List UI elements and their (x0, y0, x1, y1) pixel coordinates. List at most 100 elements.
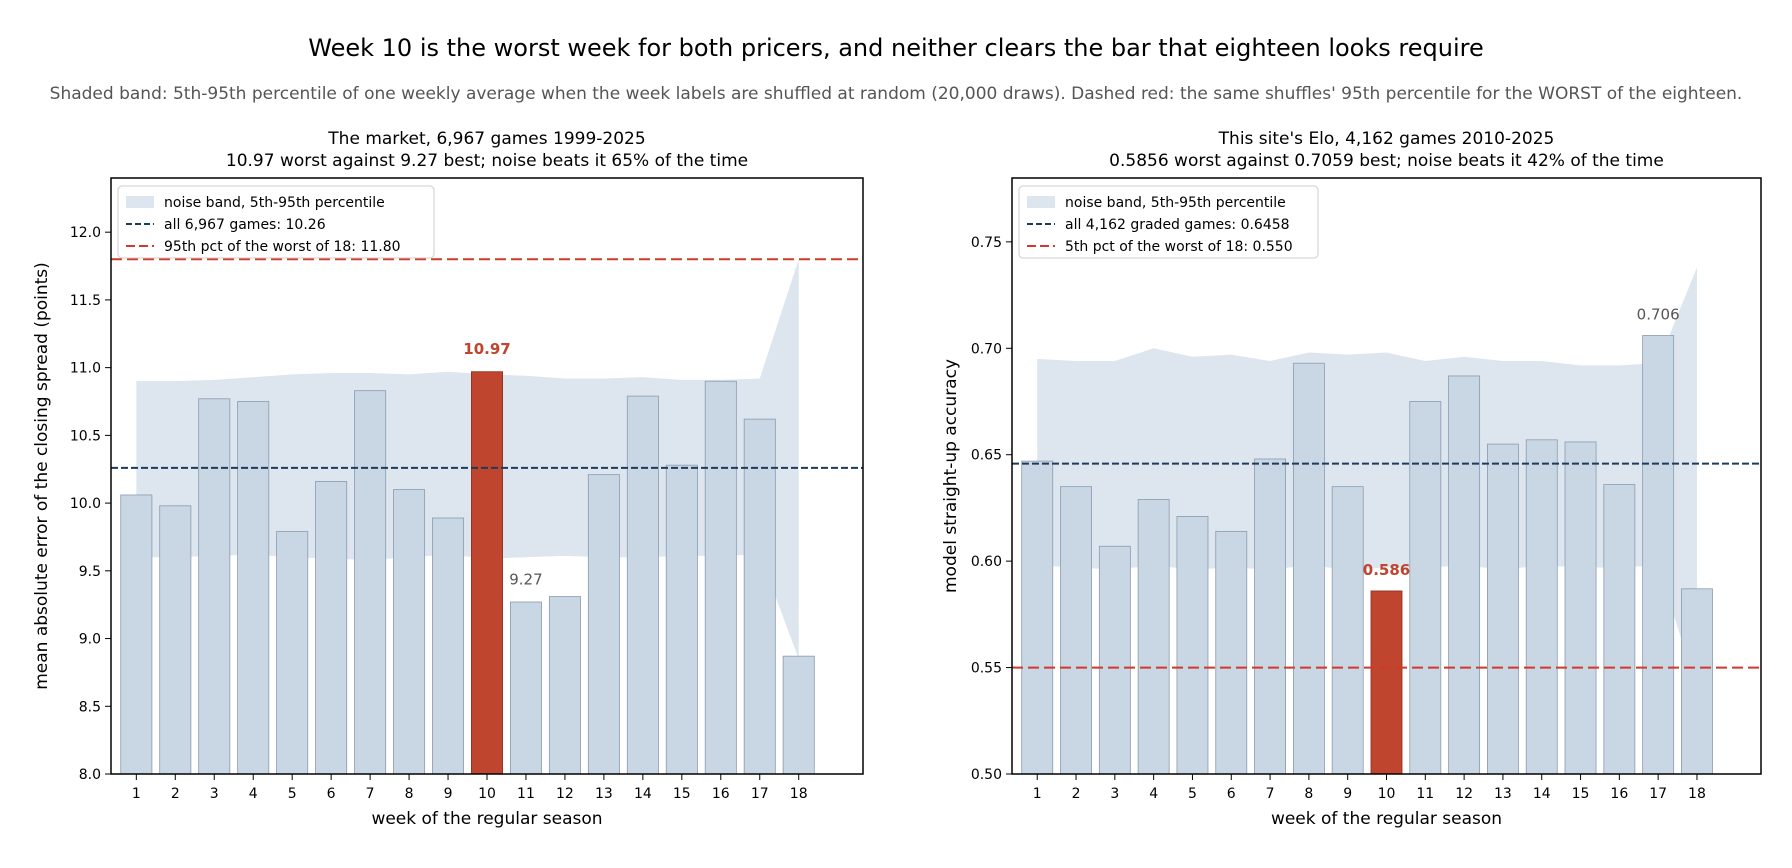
bar-week-5 (276, 531, 309, 775)
y-tick-label: 9.5 (79, 564, 101, 580)
x-tick-label: 10 (1378, 786, 1396, 802)
x-tick-label: 6 (1227, 786, 1236, 802)
figure-title: Week 10 is the worst week for both price… (308, 34, 1484, 62)
y-tick-label: 12.0 (70, 225, 101, 241)
bar-week-12 (1448, 375, 1481, 775)
panel-subtitle: 0.5856 worst against 0.7059 best; noise … (1109, 151, 1664, 171)
x-axis-label: week of the regular season (371, 809, 602, 829)
bar-week-2 (159, 505, 192, 775)
chart-right-elo: This site's Elo, 4,162 games 2010-20250.… (941, 129, 1762, 829)
x-tick-label: 17 (1649, 786, 1667, 802)
x-tick-label: 15 (1572, 786, 1590, 802)
x-tick-label: 13 (1494, 786, 1512, 802)
legend: noise band, 5th-95th percentile all 6,967… (117, 185, 435, 259)
x-tick-label: 16 (1610, 786, 1628, 802)
bar-week-7 (1254, 458, 1286, 775)
annotation-worst: 10.97 (463, 340, 510, 358)
x-tick-label: 4 (249, 786, 258, 802)
annotation-best: 9.27 (509, 570, 542, 588)
legend-entry: all 6,967 games: 10.26 (164, 217, 326, 233)
bar-week-4 (237, 401, 270, 775)
bar-week-16 (704, 380, 737, 775)
bar-week-2 (1060, 486, 1092, 775)
bar-week-4 (1137, 499, 1170, 775)
x-tick-label: 2 (1072, 786, 1081, 802)
x-tick-label: 1 (1033, 786, 1042, 802)
x-tick-label: 16 (712, 786, 730, 802)
bar-week-12 (548, 596, 581, 775)
x-tick-label: 12 (556, 786, 574, 802)
panel-subtitle: 10.97 worst against 9.27 best; noise bea… (226, 151, 748, 171)
x-tick-label: 18 (1688, 786, 1706, 802)
x-tick-label: 7 (1266, 786, 1275, 802)
x-tick-label: 11 (517, 786, 535, 802)
legend-entry: 95th pct of the worst of 18: 11.80 (164, 239, 401, 255)
x-tick-label: 15 (673, 786, 691, 802)
x-tick-label: 18 (790, 786, 808, 802)
bar-week-1 (1021, 460, 1054, 775)
legend-entry: noise band, 5th-95th percentile (164, 195, 385, 211)
annotation-best: 0.706 (1637, 306, 1680, 324)
bar-week-6 (315, 481, 348, 775)
x-tick-label: 8 (405, 786, 414, 802)
y-tick-label: 10.0 (70, 496, 101, 512)
x-tick-label: 13 (595, 786, 613, 802)
y-tick-label: 0.75 (971, 235, 1002, 251)
bar-week-13 (1487, 443, 1519, 775)
x-tick-label: 3 (1110, 786, 1119, 802)
x-tick-label: 9 (1343, 786, 1352, 802)
x-tick-label: 5 (1188, 786, 1197, 802)
bar-week-1 (120, 494, 153, 775)
x-tick-label: 14 (634, 786, 652, 802)
y-axis-label: model straight-up accuracy (941, 359, 961, 593)
bar-week-10-highlight (1370, 590, 1403, 775)
legend-entry: noise band, 5th-95th percentile (1065, 195, 1286, 211)
legend-box (117, 185, 435, 259)
y-tick-label: 9.0 (79, 632, 101, 648)
x-tick-label: 5 (288, 786, 297, 802)
bar-week-18 (782, 655, 815, 775)
x-tick-label: 7 (366, 786, 375, 802)
legend-swatch-band (1027, 196, 1055, 208)
bar-week-15 (1564, 441, 1597, 775)
y-tick-label: 0.70 (971, 341, 1002, 357)
panel-title: This site's Elo, 4,162 games 2010-2025 (1218, 129, 1555, 149)
y-tick-label: 10.5 (70, 428, 101, 444)
legend: noise band, 5th-95th percentile all 4,162… (1018, 185, 1319, 259)
bar-week-7 (354, 390, 387, 775)
bar-week-16 (1603, 484, 1636, 775)
bar-week-9 (432, 517, 465, 775)
legend-box (1018, 185, 1319, 259)
legend-swatch-band (126, 196, 154, 208)
y-tick-label: 0.55 (971, 661, 1002, 677)
y-tick-label: 8.5 (79, 699, 101, 715)
legend-entry: all 4,162 graded games: 0.6458 (1065, 217, 1290, 233)
bar-week-15 (665, 464, 698, 775)
bar-week-8 (1292, 362, 1325, 775)
bar-week-6 (1215, 530, 1248, 775)
y-tick-label: 11.5 (70, 293, 101, 309)
x-tick-label: 1 (132, 786, 141, 802)
x-tick-label: 3 (210, 786, 219, 802)
bar-week-9 (1331, 486, 1364, 775)
y-tick-label: 11.0 (70, 361, 101, 377)
panel-title: The market, 6,967 games 1999-2025 (327, 129, 645, 149)
bar-week-10-highlight (471, 371, 503, 775)
y-tick-label: 0.65 (971, 448, 1002, 464)
x-tick-label: 14 (1533, 786, 1551, 802)
y-tick-label: 0.50 (971, 767, 1002, 783)
y-tick-label: 0.60 (971, 554, 1002, 570)
bar-week-5 (1176, 516, 1209, 775)
figure-subtitle: Shaded band: 5th-95th percentile of one … (49, 84, 1743, 104)
x-tick-label: 4 (1149, 786, 1158, 802)
x-tick-label: 2 (171, 786, 180, 802)
legend-entry: 5th pct of the worst of 18: 0.550 (1065, 239, 1293, 255)
bar-week-14 (626, 395, 659, 775)
annotation-worst: 0.586 (1363, 561, 1410, 579)
bar-week-3 (198, 398, 231, 775)
bar-week-14 (1525, 439, 1558, 775)
x-tick-label: 8 (1304, 786, 1313, 802)
noise-band (1037, 267, 1697, 689)
